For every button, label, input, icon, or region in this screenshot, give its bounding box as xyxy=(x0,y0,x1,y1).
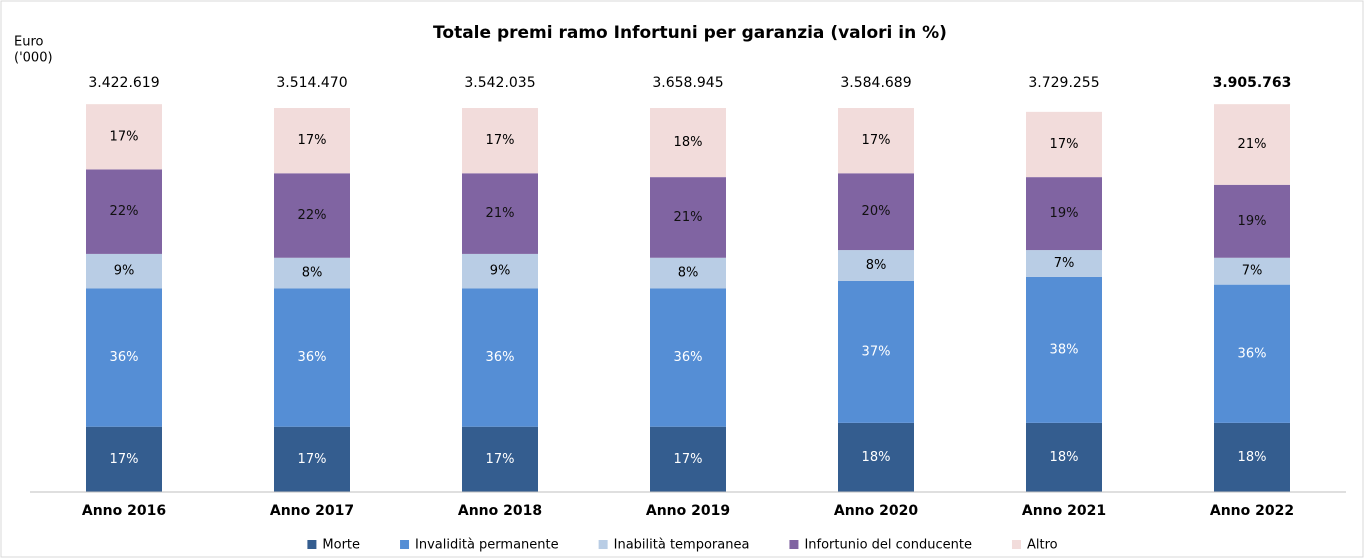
data-label: 7% xyxy=(1242,264,1263,279)
bar-segment xyxy=(86,169,162,254)
bar-segment xyxy=(1026,276,1102,423)
data-label: 17% xyxy=(110,129,139,144)
x-tick-label: Anno 2017 xyxy=(270,503,354,519)
legend-label: Inabilità temporanea xyxy=(614,538,750,553)
data-label: 36% xyxy=(1238,346,1267,361)
data-label: 9% xyxy=(490,264,511,279)
bar-segment xyxy=(1026,250,1102,277)
bar-segment xyxy=(274,108,350,174)
data-label: 21% xyxy=(486,206,515,221)
data-label: 36% xyxy=(298,350,327,365)
bar-segment xyxy=(1026,422,1102,492)
bar-segment xyxy=(650,108,726,178)
y-axis-label: Euro xyxy=(14,35,44,50)
bar-segment xyxy=(462,108,538,174)
total-label: 3.542.035 xyxy=(464,75,535,91)
data-label: 17% xyxy=(674,452,703,467)
bar-segment xyxy=(838,422,914,492)
data-label: 21% xyxy=(1238,137,1267,152)
bar-segment xyxy=(650,426,726,492)
data-label: 19% xyxy=(1050,206,1079,221)
bar-segment xyxy=(1214,284,1290,423)
bar-segment xyxy=(1026,177,1102,251)
bar-segment xyxy=(1214,184,1290,258)
bar-segment xyxy=(462,173,538,254)
data-label: 38% xyxy=(1050,342,1079,357)
legend-swatch xyxy=(307,540,317,549)
legend-swatch xyxy=(789,540,799,549)
data-label: 9% xyxy=(114,264,135,279)
bar-segment xyxy=(1026,111,1102,178)
data-label: 8% xyxy=(302,266,323,281)
bar-segment xyxy=(838,280,914,423)
bar-segment xyxy=(1214,422,1290,492)
bar-segment xyxy=(86,253,162,289)
data-label: 18% xyxy=(1238,450,1267,465)
bar-segment xyxy=(1214,257,1290,285)
data-label: 18% xyxy=(1050,450,1079,465)
data-label: 17% xyxy=(298,133,327,148)
data-label: 36% xyxy=(486,350,515,365)
total-label: 3.905.763 xyxy=(1213,75,1292,91)
data-label: 17% xyxy=(486,452,515,467)
bar-segment xyxy=(86,426,162,492)
bar-segment xyxy=(462,253,538,289)
total-label: 3.729.255 xyxy=(1028,75,1099,91)
data-label: 18% xyxy=(674,135,703,150)
bar-segment xyxy=(86,104,162,170)
data-label: 17% xyxy=(110,452,139,467)
legend-label: Infortunio del conducente xyxy=(804,538,972,553)
legend-swatch xyxy=(1011,540,1021,549)
data-label: 8% xyxy=(866,258,887,273)
data-label: 17% xyxy=(862,133,891,148)
bar-segment xyxy=(1214,104,1290,185)
y-axis-label: ('000) xyxy=(14,51,53,66)
bar-segment xyxy=(650,177,726,258)
data-label: 17% xyxy=(486,133,515,148)
bar-segment xyxy=(274,257,350,289)
data-label: 21% xyxy=(674,210,703,225)
bar-segment xyxy=(274,173,350,258)
legend-label: Altro xyxy=(1027,538,1058,553)
total-label: 3.584.689 xyxy=(840,75,911,91)
x-tick-label: Anno 2018 xyxy=(458,503,542,519)
x-tick-label: Anno 2016 xyxy=(82,503,166,519)
legend-label: Invalidità permanente xyxy=(415,538,559,553)
legend-swatch xyxy=(598,540,608,549)
bar-segment xyxy=(838,108,914,174)
data-label: 18% xyxy=(862,450,891,465)
bar-segment xyxy=(274,426,350,492)
total-label: 3.658.945 xyxy=(652,75,723,91)
bar-segment xyxy=(86,288,162,427)
data-label: 37% xyxy=(862,344,891,359)
data-label: 7% xyxy=(1054,256,1075,271)
total-label: 3.422.619 xyxy=(88,75,159,91)
data-label: 19% xyxy=(1238,214,1267,229)
x-tick-label: Anno 2019 xyxy=(646,503,730,519)
data-label: 36% xyxy=(674,350,703,365)
bar-segment xyxy=(650,257,726,289)
bar-segment xyxy=(838,250,914,281)
data-label: 8% xyxy=(678,266,699,281)
bar-segment xyxy=(462,288,538,427)
data-label: 22% xyxy=(110,204,139,219)
data-label: 36% xyxy=(110,350,139,365)
bar-segment xyxy=(462,426,538,492)
bar-segment xyxy=(274,288,350,427)
data-label: 17% xyxy=(298,452,327,467)
bar-segment xyxy=(650,288,726,427)
total-label: 3.514.470 xyxy=(276,75,347,91)
legend-label: Morte xyxy=(322,538,360,553)
x-tick-label: Anno 2022 xyxy=(1210,503,1294,519)
bar-segment xyxy=(838,173,914,251)
x-tick-label: Anno 2020 xyxy=(834,503,918,519)
legend-swatch xyxy=(400,540,410,549)
chart-title: Totale premi ramo Infortuni per garanzia… xyxy=(433,23,947,43)
x-tick-label: Anno 2021 xyxy=(1022,503,1106,519)
data-label: 22% xyxy=(298,208,327,223)
data-label: 20% xyxy=(862,204,891,219)
data-label: 17% xyxy=(1050,137,1079,152)
